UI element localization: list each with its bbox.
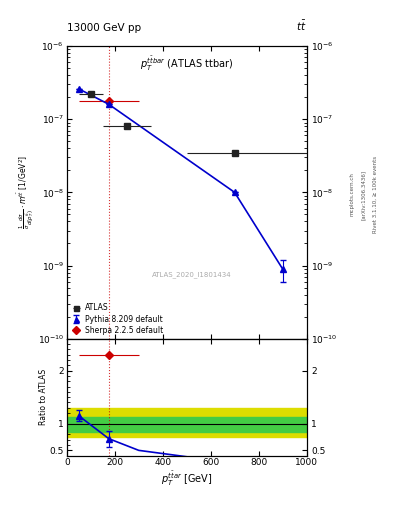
Legend: ATLAS, Pythia 8.209 default, Sherpa 2.2.5 default: ATLAS, Pythia 8.209 default, Sherpa 2.2.… [71,303,163,335]
Text: 13000 GeV pp: 13000 GeV pp [67,23,141,33]
Y-axis label: $\frac{1}{\sigma}\frac{d\sigma}{d(p_T^{t\bar{t}})}\cdot m^{t\bar{t}}$ [1/GeV$^2$: $\frac{1}{\sigma}\frac{d\sigma}{d(p_T^{t… [15,155,36,229]
X-axis label: $p^{t\bar{t}ar{}}_{T}$ [GeV]: $p^{t\bar{t}ar{}}_{T}$ [GeV] [161,470,213,488]
Y-axis label: Ratio to ATLAS: Ratio to ATLAS [39,369,48,425]
Text: $t\bar{t}$: $t\bar{t}$ [296,19,307,33]
Text: mcplots.cern.ch: mcplots.cern.ch [349,173,354,217]
Text: Rivet 3.1.10, ≥ 100k events: Rivet 3.1.10, ≥ 100k events [373,156,378,233]
Text: ATLAS_2020_I1801434: ATLAS_2020_I1801434 [152,271,231,278]
Text: $p_T^{t\bar{t}bar}$ (ATLAS ttbar): $p_T^{t\bar{t}bar}$ (ATLAS ttbar) [140,55,233,73]
Text: [arXiv:1306.3436]: [arXiv:1306.3436] [361,169,366,220]
